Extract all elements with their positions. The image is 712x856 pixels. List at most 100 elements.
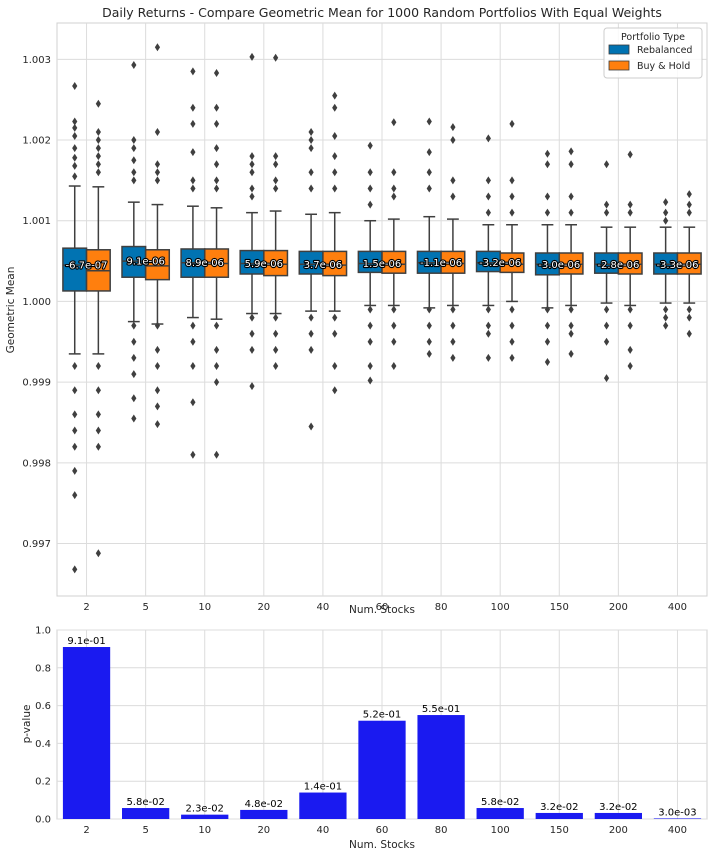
bottom-y-tick-label: 0.8: [35, 663, 51, 674]
box-outlier: [190, 337, 196, 346]
bottom-x-tick-label: 100: [491, 825, 510, 836]
top-y-axis-label: Geometric Mean: [5, 267, 17, 354]
box-outlier: [686, 305, 692, 314]
top-difference-annotation: 8.9e-06: [186, 258, 224, 269]
box-outlier: [131, 414, 137, 423]
box-outlier: [308, 345, 314, 354]
box-outlier: [627, 345, 633, 354]
box-outlier: [72, 565, 78, 574]
box-outlier: [332, 361, 338, 370]
top-x-tick-label: 2: [83, 602, 89, 613]
box-outlier: [485, 305, 491, 314]
box-outlier: [213, 176, 220, 185]
box-outlier: [154, 345, 161, 354]
box-outlier: [627, 321, 633, 330]
box-outlier: [95, 99, 101, 108]
top-x-tick-label: 100: [491, 602, 510, 613]
box-outlier: [308, 329, 314, 338]
box-outlier: [663, 313, 669, 322]
box-outlier: [95, 160, 101, 169]
box-outlier: [154, 420, 161, 429]
box-outlier: [131, 176, 137, 185]
top-difference-annotation: -1.1e-06: [420, 258, 462, 269]
box-outlier: [273, 345, 279, 354]
top-difference-annotation: -3.3e-06: [656, 260, 698, 271]
box-buy-hold-60: [381, 118, 407, 370]
p-value-bar-20: [240, 809, 288, 819]
box-buy-hold-400: [676, 190, 702, 338]
box-outlier: [367, 321, 373, 330]
box-outlier: [485, 321, 491, 330]
p-value-bar-400: [653, 818, 702, 819]
top-y-tick-label: 0.997: [22, 539, 51, 550]
box-rebalanced-100: [475, 134, 501, 362]
p-value-bar-label: 3.0e-03: [658, 807, 696, 818]
box-outlier: [154, 168, 161, 177]
box-outlier: [95, 442, 101, 451]
box-outlier: [544, 305, 551, 314]
box-outlier: [249, 345, 255, 354]
box-outlier: [249, 168, 255, 177]
box-outlier: [95, 168, 101, 177]
box-outlier: [450, 353, 456, 362]
box-outlier: [686, 313, 692, 322]
box-buy-hold-2: [85, 99, 111, 558]
bottom-bar-labels: 9.1e-01 5.8e-02 2.3e-02 4.8e-02 1.4e-01 5.2e-…: [67, 636, 696, 818]
box-outlier: [72, 466, 78, 475]
box-outlier: [426, 184, 432, 193]
box-outlier: [367, 305, 373, 314]
box-outlier: [72, 442, 78, 451]
top-y-tick-label: 0.998: [22, 458, 51, 469]
box-buy-hold-150: [558, 147, 584, 358]
box-outlier: [72, 117, 78, 126]
box-outlier: [131, 168, 137, 177]
box-outlier: [450, 321, 456, 330]
box-outlier: [213, 69, 220, 78]
box-rebalanced-20: [239, 52, 265, 391]
top-y-tick-labels: 0.997 0.998 0.999 1.000 1.001 1.002 1.003: [22, 55, 51, 550]
box-outlier: [426, 321, 432, 330]
box-outlier: [190, 361, 196, 370]
top-y-tick-label: 1.001: [22, 216, 51, 227]
box-outlier: [190, 119, 196, 128]
box-outlier: [72, 386, 78, 395]
box-outlier: [391, 337, 397, 346]
box-outlier: [544, 192, 551, 201]
box-outlier: [308, 136, 314, 145]
box-outlier: [367, 361, 373, 370]
box-outlier: [95, 549, 101, 558]
box-outlier: [308, 144, 314, 153]
box-outlier: [544, 160, 551, 169]
box-outlier: [131, 144, 137, 153]
p-value-bar-150: [535, 812, 583, 819]
top-difference-annotation: 1.5e-06: [363, 259, 401, 270]
legend-label-rebalanced: Rebalanced: [637, 45, 692, 56]
box-outlier: [485, 176, 491, 185]
bottom-y-tick-labels: 0.0 0.2 0.4 0.6 0.8 1.0: [35, 626, 51, 826]
box-outlier: [213, 103, 220, 112]
box-outlier: [544, 321, 551, 330]
box-iqr: [322, 250, 348, 277]
top-x-tick-label: 80: [435, 602, 448, 613]
box-outlier: [249, 313, 255, 322]
box-outlier: [213, 361, 220, 370]
box-outlier: [95, 410, 101, 419]
top-boxes: [62, 43, 702, 574]
bottom-x-tick-label: 200: [609, 825, 628, 836]
box-outlier: [603, 374, 610, 383]
p-value-bar-chart: 0.0 0.2 0.4 0.6 0.8 1.0 2 5 10 20 40 60 80 100 150 200…: [21, 626, 708, 851]
box-outlier: [332, 386, 338, 395]
top-difference-annotation: -3.0e-06: [538, 260, 580, 271]
box-outlier: [568, 192, 574, 201]
box-outlier: [72, 81, 78, 90]
bottom-x-tick-label: 40: [317, 825, 330, 836]
box-outlier: [509, 321, 515, 330]
bottom-x-tick-label: 5: [142, 825, 148, 836]
box-outlier: [131, 337, 137, 346]
box-outlier: [568, 329, 574, 338]
box-outlier: [308, 313, 314, 322]
box-outlier: [391, 168, 397, 177]
p-value-bar-10: [181, 814, 229, 819]
box-outlier: [131, 370, 137, 379]
p-value-bar-200: [594, 812, 642, 819]
